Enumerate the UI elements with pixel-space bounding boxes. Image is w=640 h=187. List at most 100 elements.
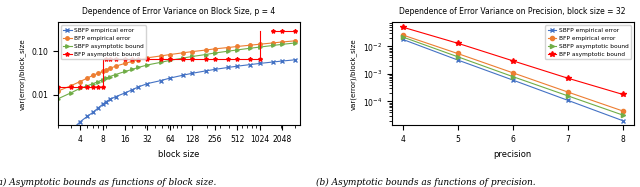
SBFP asymptotic bound — [179, 57, 187, 59]
SBFP asymptotic bound — [102, 77, 110, 79]
SBFP empirical error — [224, 66, 232, 69]
Y-axis label: var(error)/block_size: var(error)/block_size — [19, 38, 26, 110]
Line: SBFP empirical error: SBFP empirical error — [56, 58, 297, 144]
SBFP empirical error — [399, 38, 406, 40]
BFP empirical error — [211, 48, 219, 50]
BFP empirical error — [102, 69, 110, 71]
BFP empirical error — [106, 67, 114, 70]
SBFP empirical error — [157, 79, 164, 82]
SBFP asymptotic bound — [509, 75, 516, 78]
X-axis label: precision: precision — [493, 150, 532, 159]
Legend: SBFP empirical error, BFP empirical error, SBFP asymptotic bound, BFP asymptotic: SBFP empirical error, BFP empirical erro… — [545, 25, 630, 59]
SBFP empirical error — [189, 72, 196, 74]
BFP empirical error — [76, 80, 84, 83]
BFP asymptotic bound — [292, 30, 300, 33]
BFP empirical error — [121, 62, 129, 65]
SBFP empirical error — [509, 79, 516, 81]
SBFP empirical error — [202, 70, 209, 72]
SBFP empirical error — [76, 121, 84, 123]
SBFP empirical error — [454, 59, 461, 61]
SBFP empirical error — [292, 59, 300, 61]
BFP empirical error — [157, 55, 164, 57]
SBFP asymptotic bound — [202, 53, 209, 56]
SBFP asymptotic bound — [157, 61, 164, 63]
SBFP asymptotic bound — [166, 59, 174, 62]
SBFP asymptotic bound — [292, 42, 300, 44]
Text: (a) Asymptotic bounds as functions of block size.: (a) Asymptotic bounds as functions of bl… — [0, 178, 217, 187]
BFP empirical error — [619, 110, 627, 112]
SBFP asymptotic bound — [121, 70, 129, 73]
SBFP empirical error — [112, 96, 120, 98]
SBFP empirical error — [94, 107, 102, 109]
BFP empirical error — [54, 90, 61, 92]
BFP empirical error — [564, 91, 572, 93]
Line: SBFP asymptotic bound: SBFP asymptotic bound — [401, 35, 625, 117]
SBFP asymptotic bound — [278, 43, 286, 45]
BFP empirical error — [189, 50, 196, 53]
SBFP empirical error — [278, 60, 286, 62]
BFP empirical error — [246, 44, 254, 46]
BFP asymptotic bound — [509, 60, 516, 62]
SBFP empirical error — [102, 100, 110, 103]
BFP empirical error — [143, 57, 151, 59]
BFP asymptotic bound — [619, 93, 627, 96]
BFP asymptotic bound — [278, 30, 286, 33]
Line: BFP asymptotic bound: BFP asymptotic bound — [271, 29, 298, 33]
SBFP asymptotic bound — [129, 68, 136, 70]
Line: SBFP empirical error: SBFP empirical error — [401, 37, 625, 123]
SBFP asymptotic bound — [54, 98, 61, 100]
BFP empirical error — [202, 49, 209, 51]
SBFP asymptotic bound — [234, 49, 241, 51]
BFP empirical error — [129, 60, 136, 62]
BFP empirical error — [278, 41, 286, 43]
Line: BFP empirical error: BFP empirical error — [56, 39, 297, 93]
BFP asymptotic bound — [269, 30, 276, 33]
BFP asymptotic bound — [454, 42, 461, 44]
BFP asymptotic bound — [564, 77, 572, 79]
Text: (b) Asymptotic bounds as functions of precision.: (b) Asymptotic bounds as functions of pr… — [316, 178, 536, 187]
BFP empirical error — [256, 43, 264, 45]
BFP empirical error — [99, 70, 106, 73]
SBFP empirical error — [619, 119, 627, 122]
SBFP asymptotic bound — [246, 47, 254, 49]
SBFP empirical error — [83, 115, 91, 117]
SBFP asymptotic bound — [94, 80, 102, 83]
SBFP asymptotic bound — [189, 55, 196, 58]
BFP empirical error — [234, 45, 241, 47]
BFP empirical error — [179, 52, 187, 54]
SBFP empirical error — [269, 61, 276, 63]
BFP empirical error — [166, 53, 174, 56]
Line: SBFP asymptotic bound: SBFP asymptotic bound — [56, 41, 297, 101]
SBFP asymptotic bound — [83, 85, 91, 87]
Title: Dependence of Error Variance on Block Size, p = 4: Dependence of Error Variance on Block Si… — [82, 7, 275, 16]
SBFP asymptotic bound — [454, 56, 461, 58]
SBFP asymptotic bound — [399, 36, 406, 38]
SBFP empirical error — [143, 82, 151, 85]
SBFP empirical error — [256, 62, 264, 65]
BFP empirical error — [399, 34, 406, 36]
SBFP empirical error — [121, 92, 129, 94]
SBFP asymptotic bound — [564, 95, 572, 97]
SBFP empirical error — [246, 63, 254, 66]
SBFP empirical error — [90, 111, 97, 113]
SBFP empirical error — [106, 98, 114, 101]
SBFP asymptotic bound — [99, 79, 106, 81]
SBFP empirical error — [67, 130, 75, 132]
BFP asymptotic bound — [399, 26, 406, 28]
SBFP asymptotic bound — [256, 46, 264, 48]
SBFP empirical error — [179, 74, 187, 76]
SBFP empirical error — [99, 103, 106, 105]
SBFP empirical error — [129, 89, 136, 91]
BFP empirical error — [224, 46, 232, 49]
SBFP empirical error — [134, 86, 142, 88]
BFP empirical error — [90, 74, 97, 76]
SBFP empirical error — [564, 99, 572, 101]
SBFP asymptotic bound — [224, 50, 232, 52]
BFP empirical error — [292, 40, 300, 42]
BFP empirical error — [67, 85, 75, 87]
SBFP asymptotic bound — [619, 114, 627, 116]
Y-axis label: var(error)/block_size: var(error)/block_size — [350, 38, 357, 110]
Line: BFP empirical error: BFP empirical error — [401, 33, 625, 113]
SBFP asymptotic bound — [211, 52, 219, 54]
SBFP asymptotic bound — [67, 92, 75, 94]
